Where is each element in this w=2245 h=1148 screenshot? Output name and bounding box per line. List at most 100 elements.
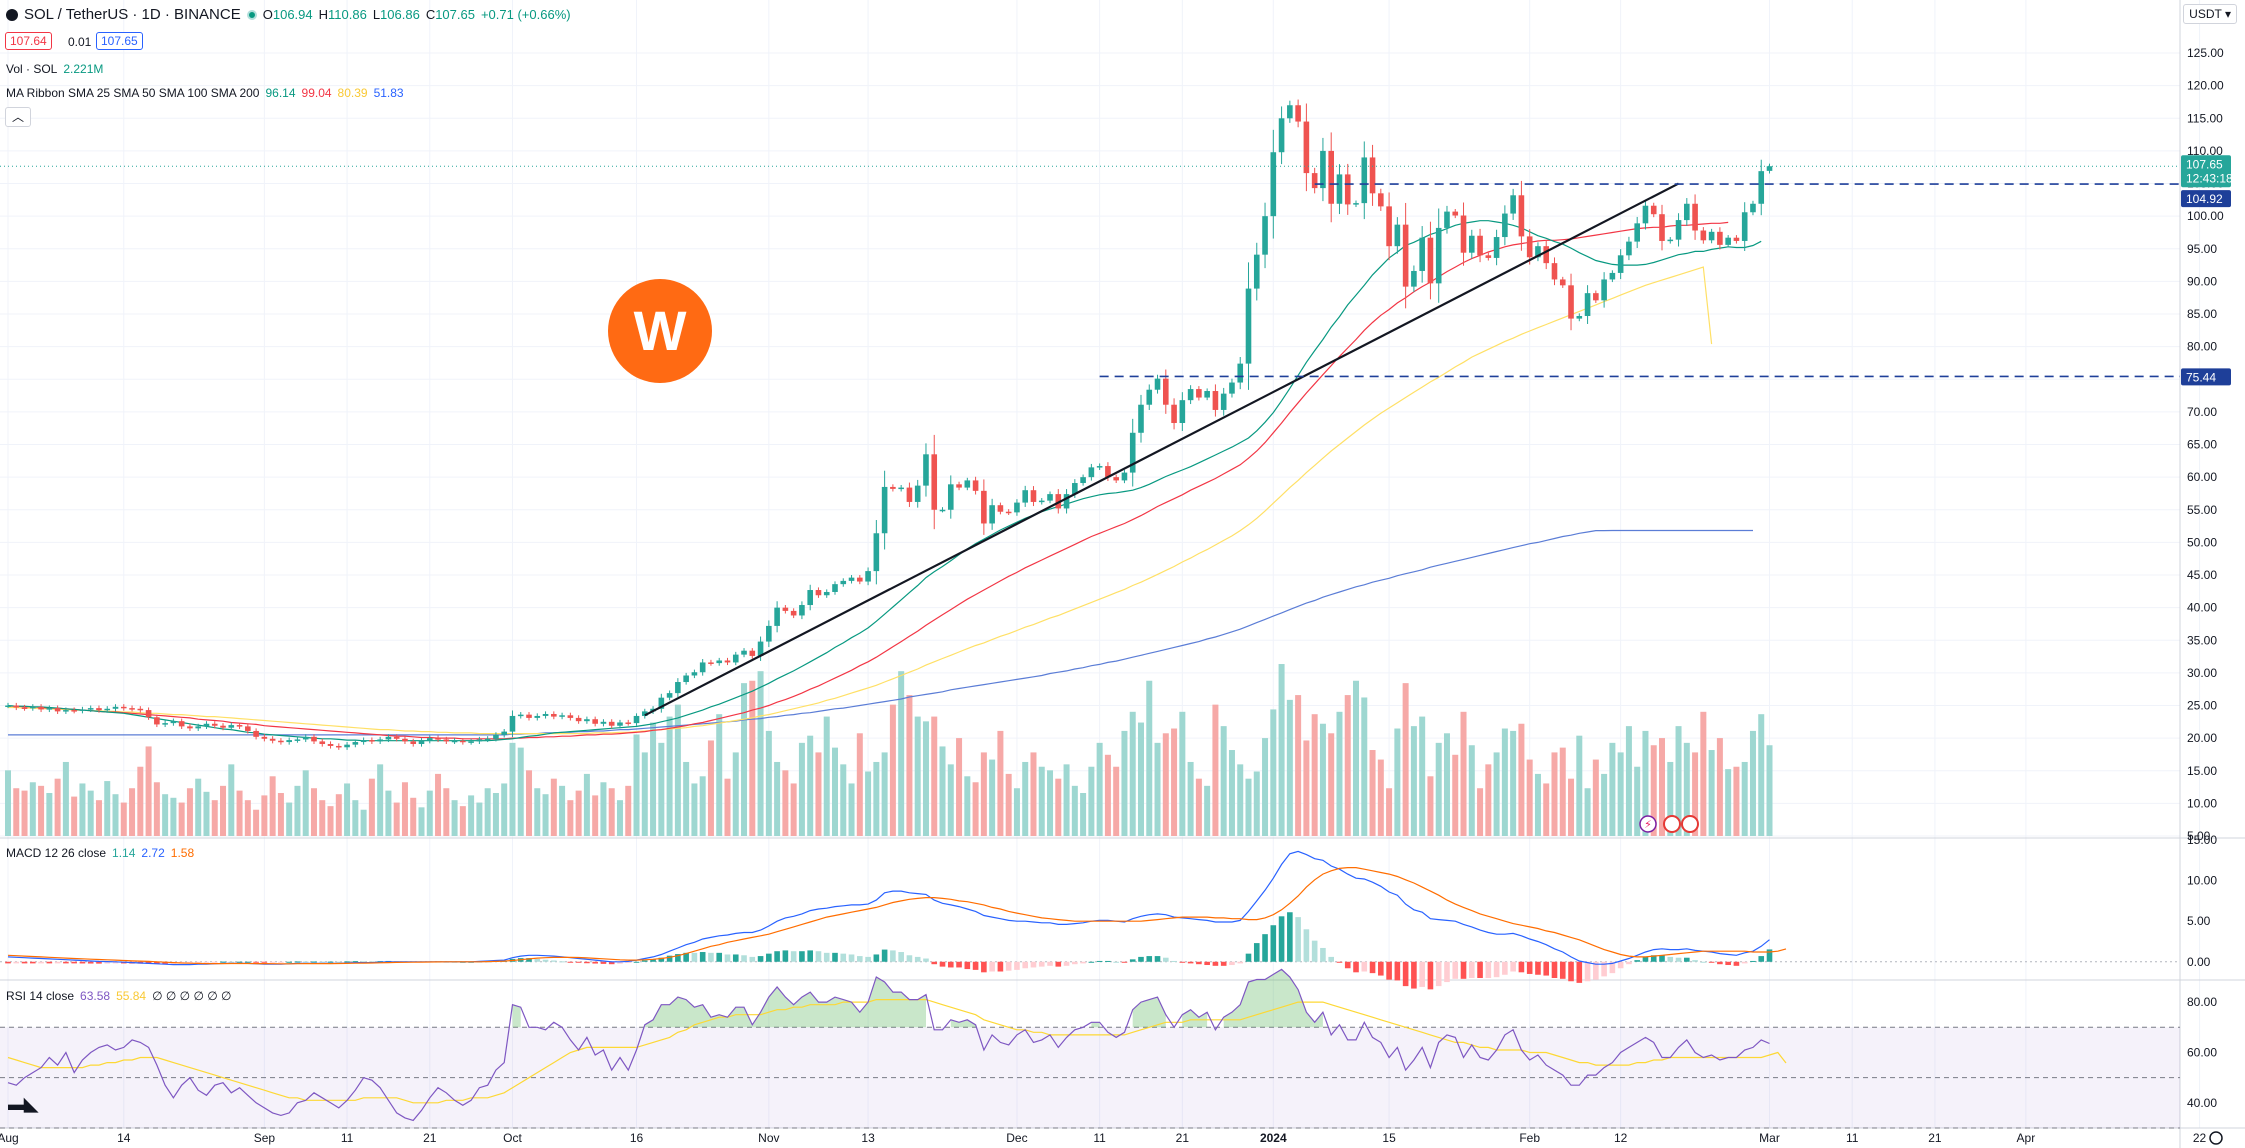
volume-bar	[914, 716, 921, 836]
volume-bar	[840, 764, 847, 836]
support-price-tag: 75.44	[2186, 370, 2216, 384]
x-tick-label: Feb	[1519, 1131, 1540, 1145]
rsi-ma-line	[7, 998, 1787, 1104]
candle-body	[567, 715, 574, 718]
volume-bar	[1328, 733, 1335, 836]
candle-body	[286, 740, 292, 743]
x-tick-label: 2024	[1260, 1131, 1287, 1145]
volume-bar	[707, 740, 714, 836]
candle-body	[460, 740, 466, 743]
macd-histogram-bar	[1411, 961, 1417, 989]
candle-body	[699, 662, 706, 673]
rsi-legend[interactable]: RSI 14 close 63.58 55.84 ∅ ∅ ∅ ∅ ∅ ∅	[6, 989, 232, 1003]
macd-histogram-bar	[1402, 961, 1409, 987]
candle-body	[1411, 270, 1417, 287]
trading-view-logo-icon[interactable]: ▬◣	[8, 1094, 38, 1114]
low-label: L	[372, 7, 381, 22]
volume-bar	[410, 797, 417, 836]
candle-body	[1526, 236, 1533, 258]
volume-bar	[1592, 759, 1599, 836]
volume-bar	[1022, 761, 1029, 836]
macd-histogram-bar	[1047, 961, 1053, 966]
volume-bar	[922, 721, 929, 836]
macd-histogram-bar	[286, 961, 292, 963]
candle-body	[534, 715, 541, 718]
macd-histogram-bar	[1741, 961, 1748, 964]
sell-button[interactable]: 107.64	[5, 32, 52, 50]
volume-bar	[377, 764, 384, 836]
volume-bar	[1377, 759, 1384, 836]
volume-bar	[484, 788, 491, 836]
volume-bar	[38, 785, 45, 836]
symbol-title[interactable]: SOL / TetherUS · 1D · BINANCE	[24, 6, 241, 23]
macd-histogram-bar	[981, 961, 987, 973]
macd-histogram-bar	[311, 961, 317, 963]
candle-body	[443, 739, 450, 742]
volume-bar	[1419, 716, 1426, 836]
candle-body	[575, 717, 582, 722]
candle-body	[327, 744, 334, 746]
macd-histogram-bar	[1220, 961, 1227, 966]
macd-histogram-bar	[1187, 961, 1194, 964]
volume-bar	[1683, 742, 1690, 836]
candle-body	[592, 719, 598, 724]
macd-histogram-bar	[1146, 956, 1153, 962]
candle-body	[848, 577, 855, 581]
macd-histogram-bar	[187, 961, 193, 964]
x-tick-label: 14	[117, 1131, 131, 1145]
volume-bar	[443, 788, 450, 836]
volume-bar	[1659, 738, 1665, 836]
candle-body	[1593, 293, 1599, 301]
volume-bar	[29, 782, 36, 836]
volume-bar	[1741, 761, 1748, 836]
volume-bar	[1353, 680, 1360, 836]
price-tick-label: 40.00	[2187, 601, 2217, 615]
volume-bar	[1104, 754, 1111, 836]
collapse-legend-button[interactable]: ︿	[5, 107, 31, 127]
macd-histogram-bar	[1262, 934, 1268, 962]
volume-bar	[1212, 704, 1219, 836]
macd-histogram-bar	[79, 961, 86, 964]
macd-histogram-bar	[1311, 940, 1318, 962]
candle-body	[1518, 195, 1525, 237]
x-tick-label: Apr	[2017, 1131, 2036, 1145]
candle-body	[881, 486, 888, 534]
volume-bar	[865, 771, 872, 836]
macd-legend[interactable]: MACD 12 26 close 1.14 2.72 1.58	[6, 846, 194, 860]
volume-bar	[1270, 709, 1277, 836]
price-tick-label: 5.00	[2187, 829, 2211, 843]
volume-bar	[1228, 750, 1235, 836]
volume-bar	[641, 752, 648, 836]
candle-body	[1220, 393, 1227, 410]
candle-body	[865, 571, 871, 582]
macd-histogram-bar	[914, 956, 921, 962]
macd-histogram-bar	[1593, 961, 1599, 980]
currency-selector[interactable]: USDT ▾	[2183, 4, 2237, 24]
candle-body	[1146, 389, 1153, 405]
candle-body	[1493, 237, 1500, 258]
candle-body	[1344, 174, 1351, 205]
macd-histogram-bar	[873, 954, 880, 962]
volume-bar	[1468, 745, 1475, 836]
macd-histogram-bar	[633, 961, 640, 963]
candle-body	[964, 480, 971, 488]
candle-body	[1129, 432, 1136, 473]
ma-ribbon-legend[interactable]: MA Ribbon SMA 25 SMA 50 SMA 100 SMA 200 …	[6, 86, 404, 100]
volume-bar	[54, 778, 61, 836]
ma50-value: 99.04	[301, 86, 332, 100]
candle-body	[1634, 223, 1640, 242]
candle-body	[898, 487, 904, 490]
candle-body	[1650, 205, 1657, 215]
candle-body	[1171, 404, 1177, 423]
lightning-icon	[1639, 815, 1657, 833]
volume-bar	[732, 752, 739, 836]
candle-body	[1287, 105, 1293, 119]
candle-body	[1336, 174, 1343, 204]
candle-body	[1295, 105, 1301, 122]
price-tick-label: 110.00	[2187, 144, 2223, 158]
volume-bar	[1584, 788, 1591, 836]
volume-legend[interactable]: Vol · SOL 2.221M	[6, 62, 103, 76]
volume-bar	[1245, 778, 1252, 836]
buy-button[interactable]: 107.65	[96, 32, 143, 50]
